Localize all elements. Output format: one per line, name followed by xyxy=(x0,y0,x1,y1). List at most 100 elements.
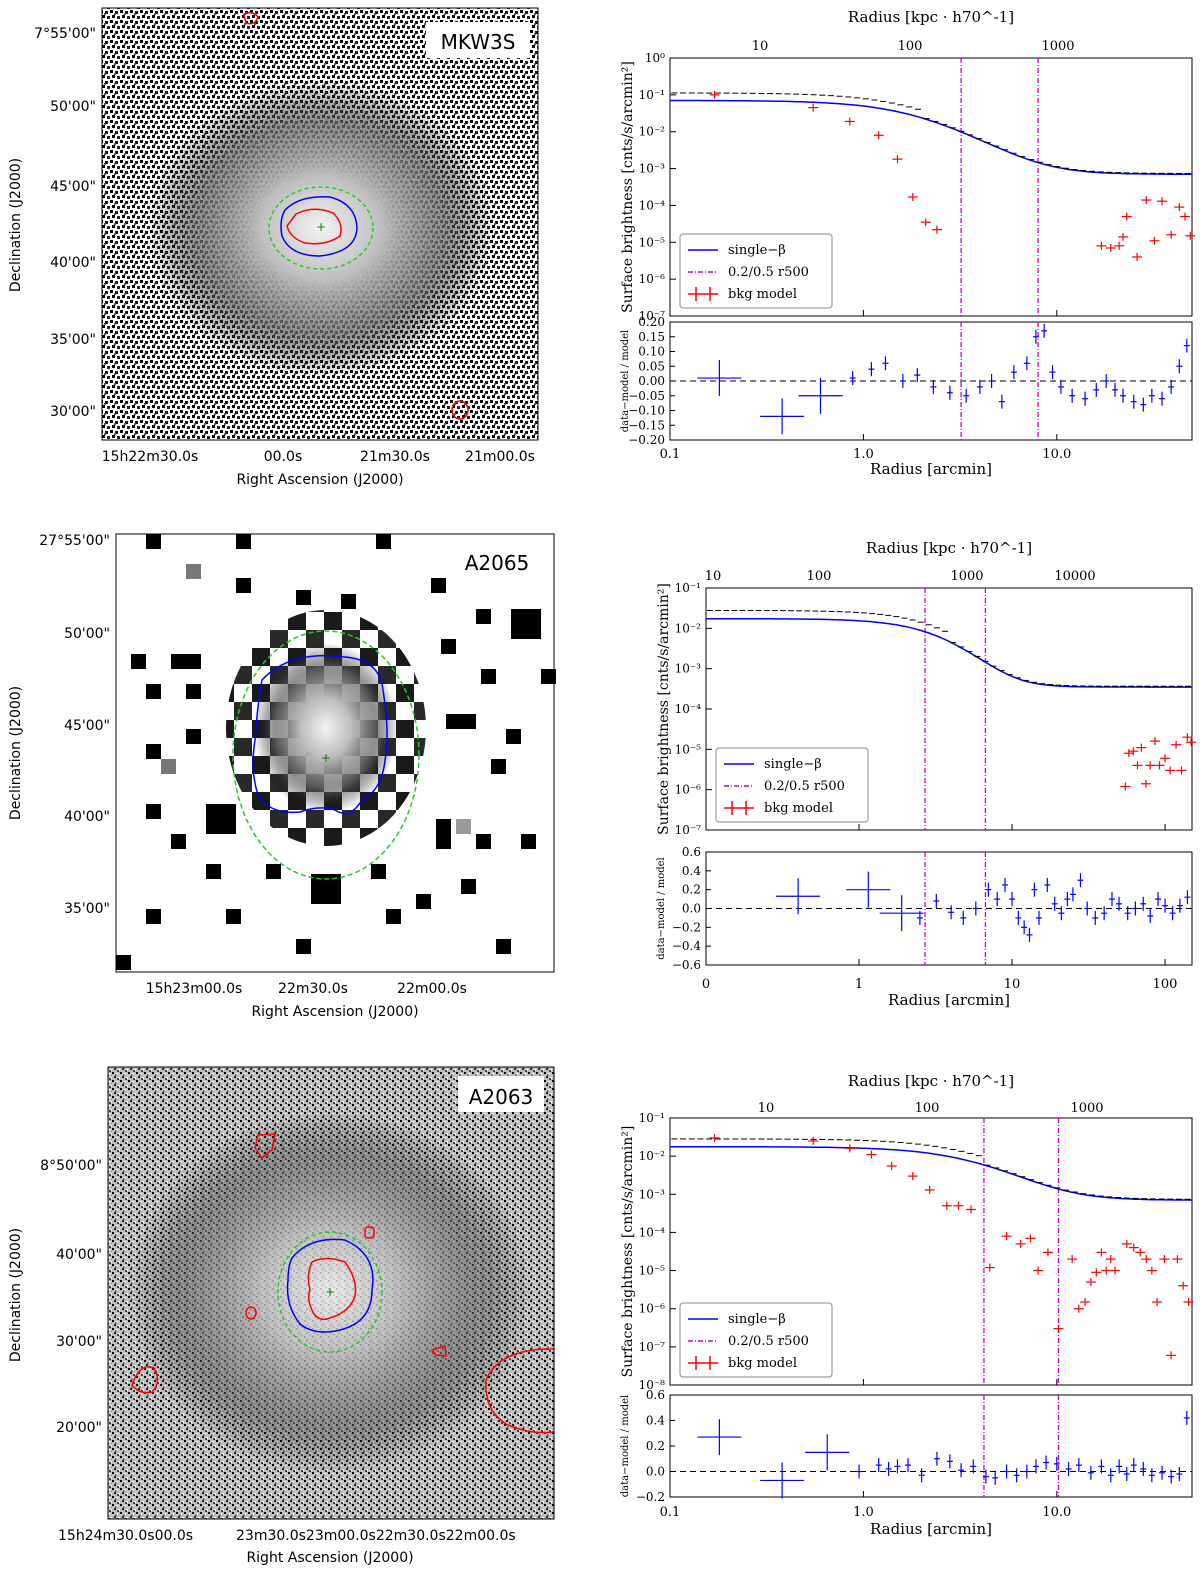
x-tick-label: 10 xyxy=(1004,977,1021,992)
residual-y-axis-label: data−model / model xyxy=(620,1395,631,1498)
y-tick-label: −0.15 xyxy=(628,418,665,432)
cluster-emission xyxy=(146,78,496,378)
center-marker: + xyxy=(325,1285,335,1299)
single-beta-model-line xyxy=(670,1145,1193,1201)
x-tick-label: 22m30.0s xyxy=(278,981,348,997)
y-tick-label: 0.6 xyxy=(646,1388,665,1402)
y-tick-label: 45'00" xyxy=(64,718,110,734)
y-tick-label: 0.20 xyxy=(638,315,665,329)
y-tick-label: 40'00" xyxy=(56,1247,102,1263)
point-source-mask xyxy=(245,1306,257,1320)
y-tick-label: 10⁻³ xyxy=(639,162,666,176)
top-x-axis-label: Radius [kpc · h70^-1] xyxy=(848,1072,1014,1090)
y-tick-label: 10⁻⁷ xyxy=(675,823,702,837)
point-source-mask xyxy=(451,400,469,420)
residual-y-axis-label: data−model / model xyxy=(656,857,667,960)
top-x-tick-label: 100 xyxy=(807,569,832,584)
y-tick-label: 0.05 xyxy=(638,359,665,373)
y-tick-label: −0.2 xyxy=(636,1490,665,1504)
y-tick-label: 10⁻⁶ xyxy=(639,272,666,286)
y-tick-label: 45'00" xyxy=(50,179,96,195)
y-tick-label: 0.4 xyxy=(682,864,701,878)
y-axis-label: Surface brightness [cnts/s/arcmin²] xyxy=(656,583,672,835)
x-tick-labels: 15h24m30.0s00.0s 23m30.0s23m00.0s22m30.0… xyxy=(58,1528,516,1544)
y-axis-label: Declination (J2000) xyxy=(8,158,24,292)
y-tick-label: 0.6 xyxy=(682,845,701,859)
blue-contour xyxy=(252,654,388,815)
profile-panel-a2063: 10⁻⁸ 10⁻⁷ 10⁻⁶ 10⁻⁵ 10⁻⁴ 10⁻³ 10⁻² 10⁻¹ 0.6 0.4 0.… xyxy=(620,1072,1194,1538)
x-tick-label: 00.0s xyxy=(264,449,302,465)
point-source-mask xyxy=(243,11,259,25)
y-tick-label: −0.4 xyxy=(672,939,702,953)
cluster-name: A2063 xyxy=(469,1085,534,1109)
single-beta-model-line xyxy=(670,99,1192,175)
cluster-name: A2065 xyxy=(465,551,530,575)
y-axis-label: Declination (J2000) xyxy=(8,686,24,820)
x-tick-label: 10.0 xyxy=(1042,447,1071,462)
y-tick-label: 27°55'00" xyxy=(39,533,110,549)
y-tick-label: 30'00" xyxy=(56,1334,102,1350)
x-tick-label: 15h23m00.0s xyxy=(146,981,243,997)
y-tick-label: 40'00" xyxy=(50,255,96,271)
y-tick-label: −0.10 xyxy=(628,404,665,418)
y-tick-label: 40'00" xyxy=(64,809,110,825)
y-tick-label: −0.6 xyxy=(672,958,701,972)
x-tick-label: 15h24m30.0s00.0s xyxy=(58,1528,193,1544)
image-panel-mkw3s: + MKW3S 7°55'00" 50'00" 45'00" 40'00" 35… xyxy=(8,7,539,488)
point-source-mask xyxy=(254,1133,276,1160)
legend-box xyxy=(679,1302,833,1378)
y-tick-label: 10⁻⁵ xyxy=(639,1264,666,1278)
red-contour xyxy=(286,208,342,245)
residual-y-axis-label: data−model / model xyxy=(620,330,631,433)
y-tick-label: 0.2 xyxy=(646,1439,665,1453)
legend-label: bkg model xyxy=(764,801,833,816)
y-tick-label: 10⁰ xyxy=(645,51,665,65)
cluster-core xyxy=(254,643,398,813)
residual-plot-frame xyxy=(669,1394,1193,1498)
y-tick-label: 50'00" xyxy=(50,99,96,115)
y-tick-label: 0.00 xyxy=(638,374,665,388)
top-x-axis-label: Radius [kpc · h70^-1] xyxy=(866,539,1032,557)
y-tick-label: 0.0 xyxy=(682,902,701,916)
aperture-ellipse xyxy=(277,1231,383,1353)
x-tick-label: 21m00.0s xyxy=(465,449,535,465)
cluster-name: MKW3S xyxy=(441,30,516,54)
blue-contour xyxy=(286,1238,374,1333)
y-tick-label: 10⁻² xyxy=(639,125,666,139)
x-tick-label: 0 xyxy=(702,977,710,992)
x-axis-label: Right Ascension (J2000) xyxy=(251,1004,418,1020)
y-tick-label: 0.2 xyxy=(682,883,701,897)
y-tick-label: 10⁻⁷ xyxy=(639,309,666,323)
point-source-mask xyxy=(131,1366,159,1394)
x-tick-label: 100 xyxy=(1153,977,1178,992)
legend-label: single−β xyxy=(764,757,822,772)
y-axis-label: Declination (J2000) xyxy=(8,1228,24,1362)
x-tick-labels: 15h22m30.0s 00.0s 21m30.0s 21m00.0s xyxy=(102,449,535,465)
image-panel-a2065: + A2065 27°55'00" 50'00" 45'00" 40'00" 3… xyxy=(8,533,556,1020)
y-tick-label: 0.0 xyxy=(646,1465,665,1479)
x-axis-label: Radius [arcmin] xyxy=(870,1520,992,1538)
y-tick-label: 20'00" xyxy=(56,1420,102,1436)
y-axis-label: Surface brightness [cnts/s/arcmin²] xyxy=(620,61,636,313)
point-source-mask xyxy=(364,1226,375,1239)
sparse-pixels xyxy=(116,534,556,970)
legend-label: single−β xyxy=(728,243,786,258)
y-tick-label: 7°55'00" xyxy=(34,26,96,42)
top-x-axis-label: Radius [kpc · h70^-1] xyxy=(848,8,1014,26)
y-tick-label: 10⁻¹ xyxy=(639,1111,665,1125)
label-box xyxy=(452,544,542,576)
y-tick-labels: 8°50'00" 40'00" 30'00" 20'00" xyxy=(40,1158,102,1436)
y-tick-label: 10⁻⁵ xyxy=(639,235,666,249)
y-tick-label: 10⁻³ xyxy=(639,1187,666,1201)
y-tick-label: 35'00" xyxy=(50,332,96,348)
y-tick-label: 0.10 xyxy=(638,345,665,359)
y-tick-label: 10⁻¹ xyxy=(639,88,665,102)
profile-panel-a2065: 10⁻⁷ 10⁻⁶ 10⁻⁵ 10⁻⁴ 10⁻³ 10⁻² 10⁻¹ 0.6 0.4 0.2 0.0… xyxy=(656,539,1197,1009)
x-tick-labels: 15h23m00.0s 22m30.0s 22m00.0s xyxy=(146,981,467,997)
y-tick-label: 10⁻⁶ xyxy=(639,1302,666,1316)
top-x-tick-label: 1000 xyxy=(1041,39,1074,54)
y-tick-label: 10⁻⁴ xyxy=(639,1225,666,1239)
y-tick-label: 10⁻⁵ xyxy=(675,742,702,756)
legend-label: 0.2/0.5 r500 xyxy=(764,779,845,794)
y-tick-label: 10⁻² xyxy=(639,1149,666,1163)
